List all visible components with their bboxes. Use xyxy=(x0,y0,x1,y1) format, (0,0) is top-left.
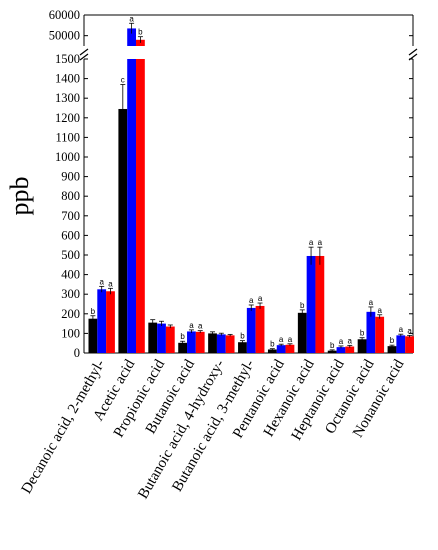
bar xyxy=(88,318,98,353)
axis-break-mark xyxy=(408,48,418,56)
significance-label: a xyxy=(309,238,314,247)
significance-label: a xyxy=(348,336,353,345)
bar xyxy=(396,335,406,353)
bar xyxy=(195,331,205,353)
y-tick-label: 1100 xyxy=(55,130,80,144)
bar xyxy=(127,59,137,353)
bars-layer xyxy=(88,22,414,353)
y-tick-label: 1300 xyxy=(55,91,80,105)
significance-label: c xyxy=(121,75,125,84)
y-tick-label: 50000 xyxy=(49,29,80,43)
significance-label: b xyxy=(330,341,335,350)
y-tick-label: 900 xyxy=(61,170,80,184)
significance-label: b xyxy=(360,329,365,338)
significance-label: b xyxy=(300,301,305,310)
bar xyxy=(336,347,346,353)
significance-label: b xyxy=(91,307,96,316)
bar xyxy=(246,307,256,353)
axis-break-mark xyxy=(79,53,89,61)
axis-break-mark xyxy=(79,48,89,56)
bar xyxy=(267,349,277,353)
y-tick-label: 1200 xyxy=(55,111,80,125)
significance-label: b xyxy=(180,332,185,341)
bar xyxy=(97,289,107,353)
significance-label: a xyxy=(189,321,194,330)
significance-label: b xyxy=(138,28,143,37)
bar xyxy=(106,291,115,353)
bar xyxy=(216,334,226,353)
significance-label: a xyxy=(258,294,263,303)
y-tick-label: 600 xyxy=(61,228,80,242)
y-tick-label: 800 xyxy=(61,189,80,203)
significance-label: a xyxy=(108,279,113,288)
bar xyxy=(315,255,325,353)
y-tick-label: 400 xyxy=(61,268,80,282)
significance-label: a xyxy=(318,238,323,247)
significance-label: b xyxy=(390,336,395,345)
significance-label: a xyxy=(377,306,382,315)
bar xyxy=(255,305,265,353)
bar xyxy=(238,342,247,353)
y-tick-label: 500 xyxy=(61,248,80,262)
significance-label: a xyxy=(99,277,104,286)
bar xyxy=(276,345,286,353)
bar xyxy=(387,346,397,353)
axes-layer: 0 100 200 300 400 500 600 700 800 900 1000 1100 1200… xyxy=(49,8,418,360)
y-tick-label: 0 xyxy=(74,346,80,360)
x-tick-label: Decanoic acid, 2-methyl- xyxy=(19,357,109,497)
y-tick-label: 1400 xyxy=(55,72,80,86)
bar xyxy=(306,255,316,353)
bar xyxy=(157,323,166,353)
significance-label: a xyxy=(129,14,134,23)
significance-label: b xyxy=(240,332,245,341)
bar-upper xyxy=(127,28,137,46)
significance-label: b xyxy=(270,340,275,349)
bar xyxy=(366,311,376,353)
bar xyxy=(297,312,307,353)
bar xyxy=(345,346,355,353)
bar xyxy=(148,322,158,353)
y-tick-label: 1500 xyxy=(55,52,80,66)
bar xyxy=(118,108,128,353)
bar xyxy=(225,335,235,353)
y-tick-label: 700 xyxy=(61,209,80,223)
significance-label: a xyxy=(339,337,344,346)
significance-label: a xyxy=(279,335,284,344)
y-tick-label: 100 xyxy=(61,326,80,340)
significance-label: a xyxy=(288,335,293,344)
bar xyxy=(405,336,414,353)
y-axis-label: ppb xyxy=(5,177,34,216)
significance-label: a xyxy=(198,322,203,331)
y-tick-label: 300 xyxy=(61,287,80,301)
bar xyxy=(327,350,337,353)
y-tick-label: 200 xyxy=(61,307,80,321)
bar xyxy=(136,59,145,353)
bar xyxy=(178,342,188,353)
bar xyxy=(187,331,196,353)
significance-label: a xyxy=(407,326,412,335)
y-tick-label: 1000 xyxy=(55,150,80,164)
bar xyxy=(375,316,385,353)
bar xyxy=(285,344,295,353)
significance-label: a xyxy=(369,298,374,307)
bar xyxy=(208,333,217,353)
bar xyxy=(165,326,175,353)
significance-label: a xyxy=(249,296,254,305)
y-tick-label: 60000 xyxy=(49,8,80,22)
bar xyxy=(357,339,367,353)
significance-label: a xyxy=(399,325,404,334)
